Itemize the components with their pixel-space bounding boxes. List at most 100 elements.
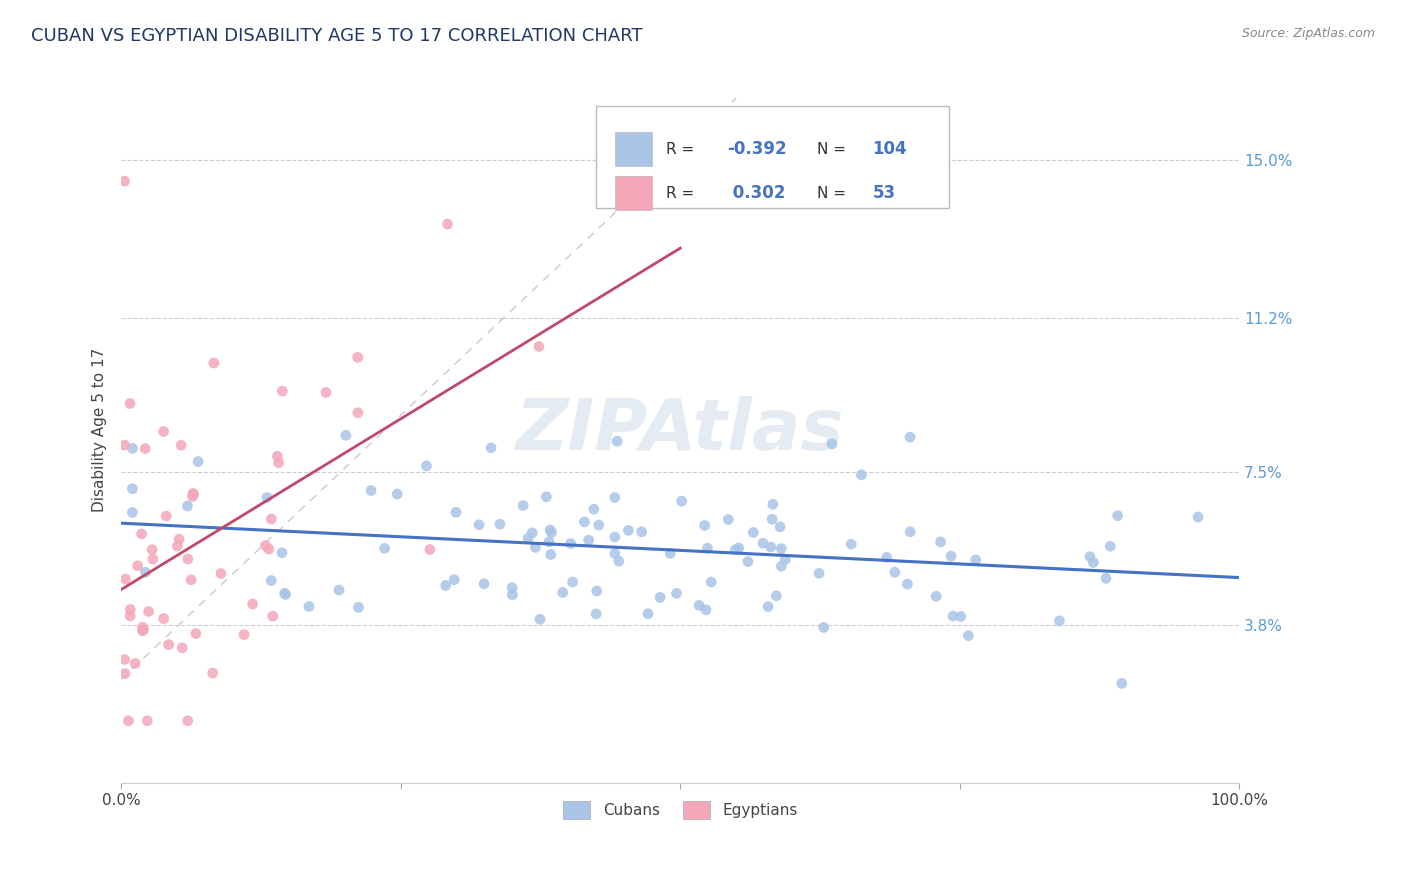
Point bbox=[929, 534, 952, 549]
Text: 104: 104 bbox=[873, 140, 907, 158]
Point bbox=[117, 714, 139, 728]
Point bbox=[155, 509, 177, 524]
Point bbox=[693, 518, 716, 533]
Point bbox=[180, 573, 202, 587]
Point bbox=[650, 591, 672, 605]
Point bbox=[170, 438, 193, 452]
Point bbox=[582, 502, 605, 516]
Point bbox=[965, 553, 987, 567]
Point bbox=[176, 714, 198, 728]
Point bbox=[700, 575, 723, 590]
Point bbox=[898, 430, 921, 444]
Text: ZIPAtlas: ZIPAtlas bbox=[516, 396, 845, 465]
Point bbox=[233, 627, 256, 641]
Point bbox=[527, 339, 550, 353]
Point bbox=[181, 490, 204, 504]
Text: N =: N = bbox=[817, 186, 845, 201]
Point bbox=[157, 638, 180, 652]
Point bbox=[759, 540, 782, 554]
Point bbox=[121, 442, 143, 456]
Point bbox=[561, 575, 583, 590]
Point bbox=[479, 441, 502, 455]
Point bbox=[752, 536, 775, 550]
Point bbox=[574, 515, 596, 529]
Point bbox=[538, 534, 561, 549]
Point bbox=[536, 490, 558, 504]
Point bbox=[501, 581, 523, 595]
Point bbox=[121, 506, 143, 520]
Point bbox=[114, 652, 136, 666]
Point bbox=[360, 483, 382, 498]
Point bbox=[131, 624, 153, 638]
Text: R =: R = bbox=[666, 186, 699, 201]
Point bbox=[588, 518, 610, 533]
Point bbox=[585, 607, 607, 621]
Point bbox=[942, 609, 965, 624]
Point bbox=[578, 533, 600, 548]
Point bbox=[242, 597, 264, 611]
Point bbox=[512, 499, 534, 513]
Point bbox=[346, 351, 368, 365]
Point bbox=[688, 599, 710, 613]
Point bbox=[770, 541, 793, 556]
Text: 0.302: 0.302 bbox=[727, 184, 786, 202]
Point bbox=[742, 525, 765, 540]
Point bbox=[756, 599, 779, 614]
Point bbox=[925, 589, 948, 603]
Point bbox=[603, 530, 626, 544]
Point bbox=[114, 174, 136, 188]
Text: 53: 53 bbox=[873, 184, 896, 202]
Point bbox=[114, 572, 136, 586]
Point bbox=[419, 542, 441, 557]
Point bbox=[808, 566, 831, 581]
Point bbox=[187, 454, 209, 468]
Point bbox=[896, 577, 918, 591]
Point bbox=[142, 552, 165, 566]
Point bbox=[769, 520, 792, 534]
Point bbox=[260, 574, 283, 588]
Point bbox=[202, 356, 225, 370]
Point bbox=[374, 541, 396, 556]
Point bbox=[257, 542, 280, 557]
FancyBboxPatch shape bbox=[616, 132, 652, 166]
Point bbox=[141, 542, 163, 557]
Point bbox=[883, 566, 905, 580]
Point bbox=[266, 449, 288, 463]
Point bbox=[522, 525, 544, 540]
Point bbox=[346, 406, 368, 420]
Point bbox=[134, 442, 156, 456]
Point bbox=[315, 385, 337, 400]
Point bbox=[617, 524, 640, 538]
Text: CUBAN VS EGYPTIAN DISABILITY AGE 5 TO 17 CORRELATION CHART: CUBAN VS EGYPTIAN DISABILITY AGE 5 TO 17… bbox=[31, 27, 643, 45]
Point bbox=[138, 604, 160, 618]
Point bbox=[1047, 614, 1070, 628]
Point bbox=[538, 523, 561, 537]
Point bbox=[821, 437, 844, 451]
Point bbox=[136, 714, 159, 728]
Point bbox=[201, 666, 224, 681]
Point bbox=[898, 524, 921, 539]
Point bbox=[385, 487, 408, 501]
Point bbox=[876, 550, 898, 565]
Point bbox=[132, 623, 155, 637]
Point bbox=[335, 428, 357, 442]
Point bbox=[152, 425, 174, 439]
Point bbox=[775, 552, 797, 566]
Point bbox=[256, 491, 278, 505]
Point bbox=[127, 558, 149, 573]
Point bbox=[1095, 571, 1118, 585]
Point bbox=[659, 546, 682, 560]
Point bbox=[489, 517, 512, 532]
Point bbox=[939, 549, 962, 563]
Point bbox=[468, 517, 491, 532]
Point bbox=[443, 573, 465, 587]
Point bbox=[603, 491, 626, 505]
Point bbox=[517, 531, 540, 545]
Point bbox=[134, 566, 156, 580]
Point bbox=[770, 559, 793, 574]
Text: R =: R = bbox=[666, 142, 699, 157]
Point bbox=[267, 456, 290, 470]
FancyBboxPatch shape bbox=[616, 176, 652, 210]
Point bbox=[271, 384, 294, 398]
Point bbox=[540, 548, 562, 562]
